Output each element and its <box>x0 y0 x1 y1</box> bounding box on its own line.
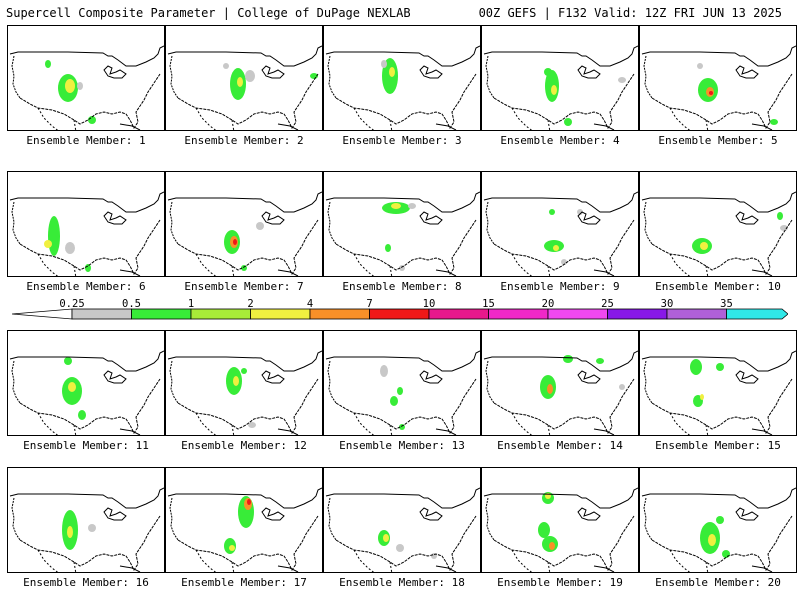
map-svg <box>167 45 322 130</box>
scale-tick-label: 30 <box>660 298 674 310</box>
ensemble-member-label: Ensemble Member: 3 <box>342 134 462 147</box>
ensemble-member-map <box>639 171 797 277</box>
ensemble-member-label: Ensemble Member: 1 <box>26 134 146 147</box>
ensemble-member-map <box>165 171 323 277</box>
scale-segment <box>488 308 549 320</box>
scale-tick-label: 2 <box>247 298 254 310</box>
ensemble-member-label: Ensemble Member: 12 <box>181 439 307 452</box>
ensemble-member-label: Ensemble Member: 8 <box>342 280 462 293</box>
scale-segment <box>666 308 727 320</box>
scale-left-arrow <box>12 308 73 320</box>
ensemble-member-label: Ensemble Member: 15 <box>655 439 781 452</box>
ensemble-member-map <box>481 171 639 277</box>
ensemble-member-label: Ensemble Member: 7 <box>184 280 304 293</box>
scale-segment <box>71 308 132 320</box>
map-svg <box>483 487 638 572</box>
map-svg <box>167 191 322 276</box>
ensemble-member-map <box>481 467 639 573</box>
scale-segment <box>250 308 311 320</box>
ensemble-member-map <box>323 330 481 436</box>
map-svg <box>9 45 164 130</box>
map-svg <box>483 191 638 276</box>
map-svg <box>641 350 796 435</box>
map-svg <box>9 191 164 276</box>
ensemble-member-label: Ensemble Member: 19 <box>497 576 623 589</box>
scale-segment <box>309 308 370 320</box>
ensemble-member-map <box>7 330 165 436</box>
ensemble-member-map <box>7 467 165 573</box>
scale-tick-label: 4 <box>306 298 314 310</box>
ensemble-member-label: Ensemble Member: 6 <box>26 280 146 293</box>
valid-time-title: 00Z GEFS | F132 Valid: 12Z FRI JUN 13 20… <box>478 6 782 20</box>
scale-segment <box>428 308 489 320</box>
ensemble-member-map <box>639 330 797 436</box>
scale-tick-label: 25 <box>601 298 614 310</box>
ensemble-member-label: Ensemble Member: 5 <box>658 134 778 147</box>
scale-tick-label: 20 <box>541 298 555 310</box>
map-svg <box>167 350 322 435</box>
scale-tick-label: 7 <box>366 298 373 310</box>
map-svg <box>325 45 480 130</box>
map-title: Supercell Composite Parameter | College … <box>6 6 411 20</box>
ensemble-member-label: Ensemble Member: 14 <box>497 439 623 452</box>
ensemble-member-map <box>481 330 639 436</box>
ensemble-member-map <box>165 467 323 573</box>
map-svg <box>9 487 164 572</box>
ensemble-member-map <box>481 25 639 131</box>
ensemble-member-label: Ensemble Member: 17 <box>181 576 307 589</box>
map-svg <box>641 191 796 276</box>
ensemble-member-map <box>639 25 797 131</box>
scale-tick-label: 10 <box>422 298 436 310</box>
ensemble-member-label: Ensemble Member: 4 <box>500 134 620 147</box>
scale-segment <box>131 308 192 320</box>
map-svg <box>325 350 480 435</box>
map-svg <box>9 350 164 435</box>
map-svg <box>483 350 638 435</box>
ensemble-member-label: Ensemble Member: 18 <box>339 576 465 589</box>
ensemble-member-map <box>165 25 323 131</box>
map-svg <box>483 45 638 130</box>
map-svg <box>641 45 796 130</box>
ensemble-member-label: Ensemble Member: 9 <box>500 280 620 293</box>
ensemble-member-label: Ensemble Member: 16 <box>23 576 149 589</box>
ensemble-member-map <box>323 467 481 573</box>
ensemble-member-label: Ensemble Member: 2 <box>184 134 304 147</box>
ensemble-member-map <box>7 25 165 131</box>
ensemble-member-map <box>639 467 797 573</box>
scale-tick-label: 15 <box>482 298 495 310</box>
ensemble-member-label: Ensemble Member: 13 <box>339 439 465 452</box>
ensemble-member-map <box>7 171 165 277</box>
ensemble-member-label: Ensemble Member: 10 <box>655 280 781 293</box>
scale-segment <box>190 308 251 320</box>
scale-segment <box>726 308 788 320</box>
ensemble-member-map <box>165 330 323 436</box>
ensemble-member-map <box>323 171 481 277</box>
map-svg <box>641 487 796 572</box>
map-svg <box>167 487 322 572</box>
scale-tick-label: 1 <box>187 298 195 310</box>
map-svg <box>325 191 480 276</box>
scale-segment <box>607 308 668 320</box>
ensemble-member-label: Ensemble Member: 11 <box>23 439 149 452</box>
scale-tick-label: 0.25 <box>59 298 85 310</box>
scale-tick-label: 35 <box>720 298 733 310</box>
color-scale-bar <box>12 308 788 320</box>
ensemble-member-map <box>323 25 481 131</box>
scale-tick-label: 0.5 <box>122 298 141 310</box>
ensemble-member-label: Ensemble Member: 20 <box>655 576 781 589</box>
scale-segment <box>369 308 430 320</box>
scale-segment <box>547 308 608 320</box>
map-svg <box>325 487 480 572</box>
